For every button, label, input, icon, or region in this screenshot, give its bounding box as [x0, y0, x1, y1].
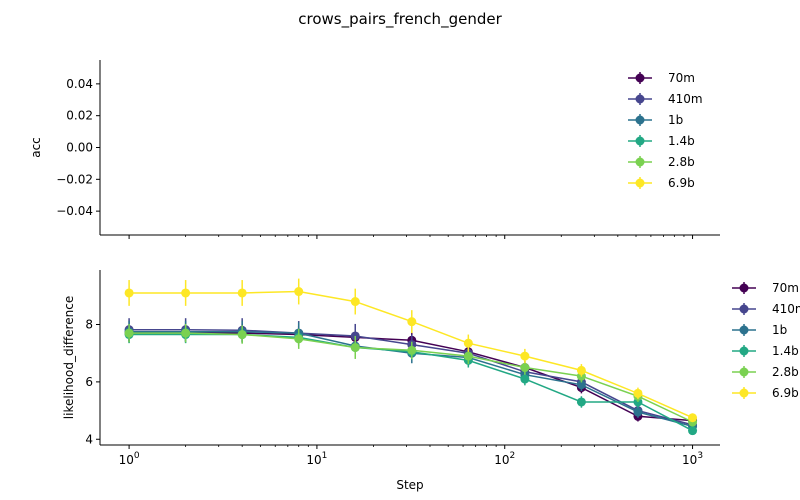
- y-tick-label: 0.02: [66, 109, 93, 123]
- y-tick-label: 4: [85, 432, 93, 446]
- y-tick-label: −0.04: [56, 204, 93, 218]
- x-tick-label: 100: [119, 451, 140, 467]
- data-point: [576, 365, 586, 375]
- legend-marker: [739, 304, 749, 314]
- y-tick-label: 0.00: [66, 141, 93, 155]
- data-point: [688, 426, 698, 436]
- legend-marker: [635, 178, 645, 188]
- data-point: [407, 317, 417, 327]
- data-point: [124, 288, 134, 298]
- data-point: [463, 338, 473, 348]
- data-point: [463, 351, 473, 361]
- legend-marker: [739, 283, 749, 293]
- data-point: [576, 397, 586, 407]
- data-point: [520, 351, 530, 361]
- data-point: [688, 413, 698, 423]
- legend-marker: [635, 94, 645, 104]
- legend-marker: [739, 388, 749, 398]
- legend-marker: [739, 346, 749, 356]
- figure-title: crows_pairs_french_gender: [298, 10, 502, 29]
- data-point: [633, 407, 643, 417]
- series-2.8b: [124, 323, 698, 427]
- y-tick-label: 6: [85, 375, 93, 389]
- legend-marker: [739, 325, 749, 335]
- data-point: [350, 342, 360, 352]
- data-point: [237, 288, 247, 298]
- legend-label: 410m: [668, 92, 703, 106]
- legend-label: 1.4b: [772, 344, 799, 358]
- y-axis-label: likelihood_difference: [62, 296, 76, 419]
- data-point: [181, 288, 191, 298]
- y-tick-label: −0.02: [56, 172, 93, 186]
- data-point: [633, 388, 643, 398]
- data-point: [294, 287, 304, 297]
- panel-acc: −0.04 −0.02 0.00 0.02 0.04 acc 70m 410m 1b 1.4b 2.…: [29, 60, 720, 239]
- legend: 70m 410m 1b 1.4b 2.8b 6.9b: [628, 71, 703, 190]
- data-point: [520, 363, 530, 373]
- legend-label: 6.9b: [772, 386, 799, 400]
- data-point: [576, 380, 586, 390]
- data-point: [181, 328, 191, 338]
- y-tick-label: 8: [85, 318, 93, 332]
- panel-likelihood-difference: 4 6 8 likelihood_difference 100 101 102 103 Step…: [62, 270, 800, 492]
- x-tick-label: 103: [682, 451, 703, 467]
- x-tick-label: 102: [494, 451, 515, 467]
- legend-marker: [635, 73, 645, 83]
- legend-marker: [739, 367, 749, 377]
- legend-label: 1.4b: [668, 134, 695, 148]
- legend-marker: [635, 136, 645, 146]
- y-tick-label: 0.04: [66, 77, 93, 91]
- x-axis-label: Step: [396, 478, 423, 492]
- data-point: [124, 328, 134, 338]
- data-point: [237, 330, 247, 340]
- data-point: [407, 345, 417, 355]
- data-point: [520, 374, 530, 384]
- legend-label: 1b: [772, 323, 787, 337]
- legend-label: 2.8b: [668, 155, 695, 169]
- data-point: [294, 334, 304, 344]
- legend-marker: [635, 115, 645, 125]
- legend-label: 70m: [772, 281, 799, 295]
- y-axis-label: acc: [29, 137, 43, 158]
- legend-label: 1b: [668, 113, 683, 127]
- legend-label: 410m: [772, 302, 800, 316]
- data-point: [350, 297, 360, 307]
- legend-label: 2.8b: [772, 365, 799, 379]
- x-tick-label: 101: [306, 451, 327, 467]
- legend-marker: [635, 157, 645, 167]
- series-70m: [124, 324, 698, 426]
- series-6.9b: [124, 278, 698, 423]
- legend-label: 6.9b: [668, 176, 695, 190]
- legend: 70m 410m 1b 1.4b 2.8b 6.9b: [732, 281, 800, 400]
- legend-label: 70m: [668, 71, 695, 85]
